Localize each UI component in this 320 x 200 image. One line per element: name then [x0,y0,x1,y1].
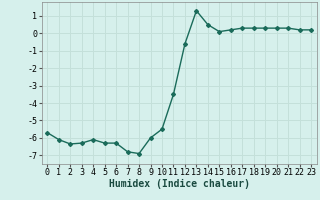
X-axis label: Humidex (Indice chaleur): Humidex (Indice chaleur) [109,179,250,189]
